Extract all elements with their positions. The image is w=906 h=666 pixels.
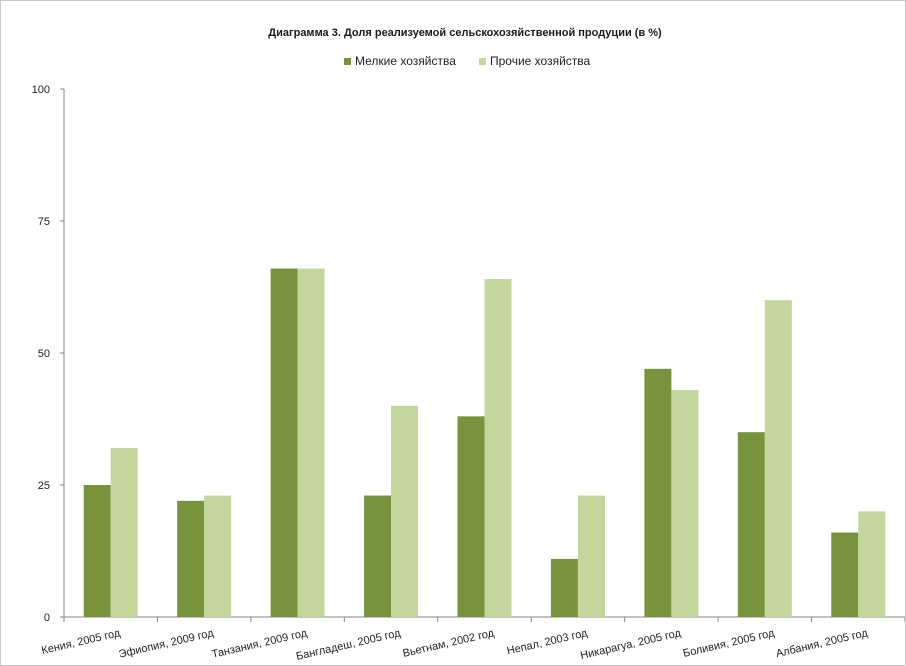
y-tick-label: 0 xyxy=(44,612,50,624)
y-tick-label: 75 xyxy=(38,216,50,228)
y-tick-label: 25 xyxy=(38,480,50,492)
bar-other-farms-3 xyxy=(391,405,419,617)
bar-small-farms-4 xyxy=(457,416,485,617)
y-tick-label: 50 xyxy=(38,348,50,360)
bars xyxy=(83,268,886,617)
legend-swatch-series-2 xyxy=(479,58,486,65)
x-axis xyxy=(63,616,905,622)
bar-other-farms-0 xyxy=(110,448,138,617)
x-tick-label: Кения, 2005 год xyxy=(40,627,122,657)
bar-small-farms-0 xyxy=(83,485,111,617)
chart-title: Диаграмма 3. Доля реализуемой сельскохоз… xyxy=(268,27,662,39)
bar-small-farms-6 xyxy=(644,368,672,617)
y-axis: 0 25 50 75 100 xyxy=(32,84,65,624)
bar-other-farms-7 xyxy=(764,300,792,617)
x-tick-label: Албания, 2005 год xyxy=(775,627,870,660)
bar-other-farms-8 xyxy=(858,511,886,617)
legend: Мелкие хозяйства Прочие хозяйства xyxy=(344,54,591,68)
x-tick-label: Никарагуа, 2005 год xyxy=(579,627,682,662)
legend-label-series-1: Мелкие хозяйства xyxy=(355,54,456,68)
legend-label-series-2: Прочие хозяйства xyxy=(490,54,591,68)
bar-small-farms-5 xyxy=(550,558,578,617)
bar-other-farms-6 xyxy=(671,389,699,617)
bar-small-farms-8 xyxy=(831,532,859,617)
bar-small-farms-1 xyxy=(177,500,205,617)
bar-other-farms-2 xyxy=(297,268,325,617)
bar-small-farms-7 xyxy=(737,432,765,617)
x-tick-label: Эфиопия, 2009 год xyxy=(118,627,216,661)
x-tick-label: Танзания, 2009 год xyxy=(211,627,309,661)
bar-small-farms-3 xyxy=(364,495,392,617)
bar-other-farms-5 xyxy=(577,495,605,617)
bar-other-farms-1 xyxy=(204,495,232,617)
bar-small-farms-2 xyxy=(270,268,298,617)
legend-swatch-series-1 xyxy=(344,58,351,65)
x-tick-label: Вьетнам, 2002 год xyxy=(402,627,496,660)
x-tick-label: Боливия, 2005 год xyxy=(682,627,776,660)
x-tick-label: Непал, 2003 год xyxy=(506,627,589,657)
bar-other-farms-4 xyxy=(484,279,512,617)
x-tick-label: Бангладеш, 2005 год xyxy=(295,627,402,663)
y-tick-label: 100 xyxy=(32,84,50,96)
